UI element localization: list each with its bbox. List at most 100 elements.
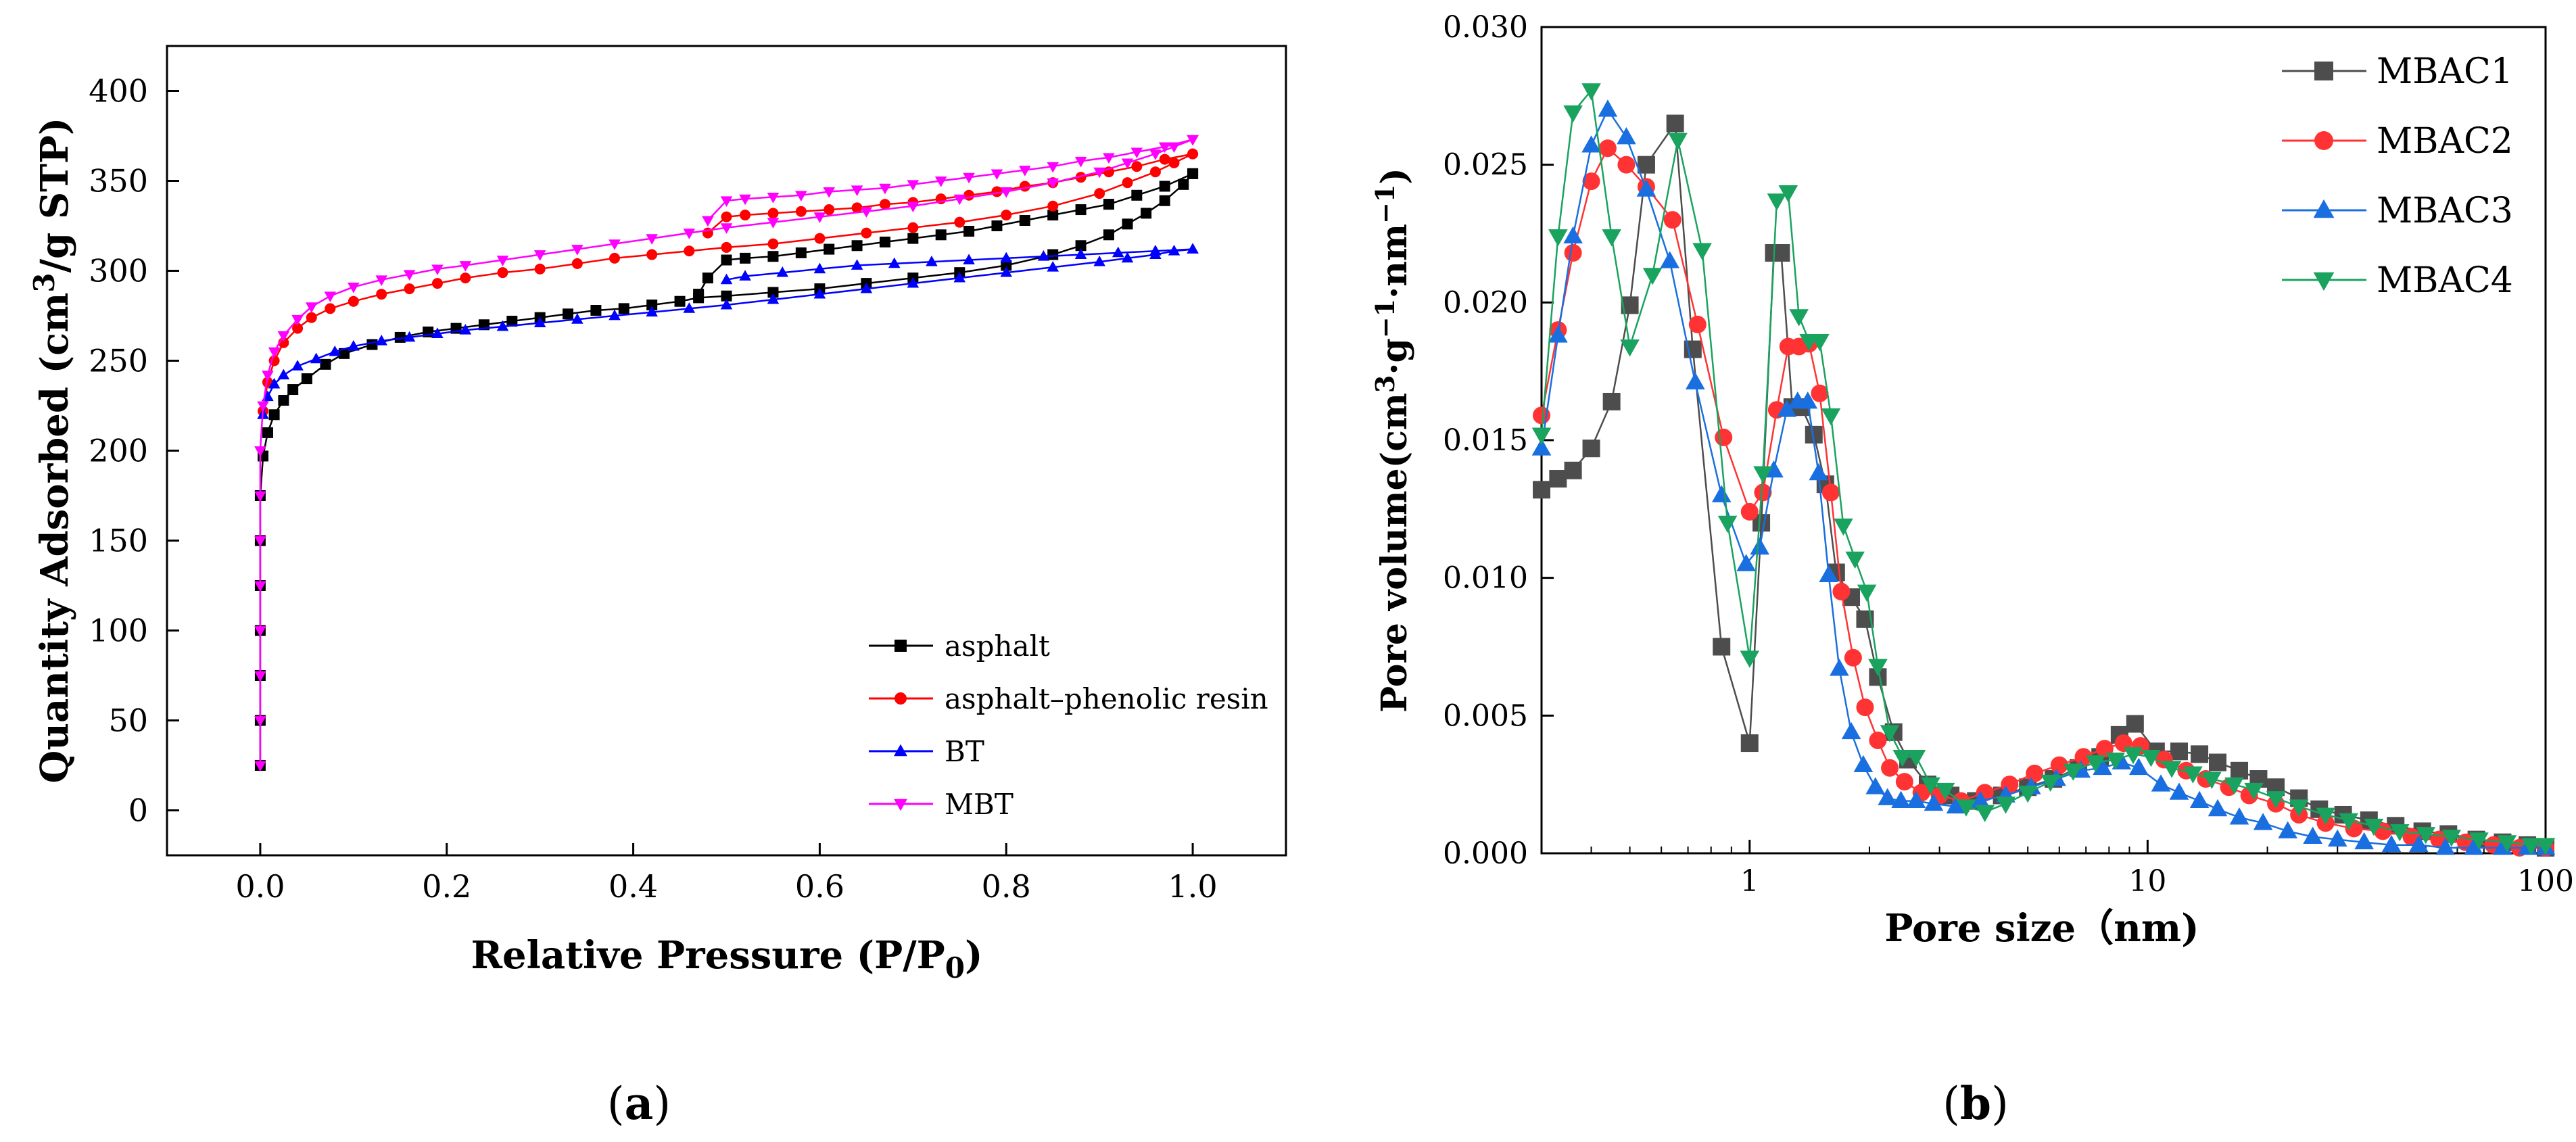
data-point	[329, 346, 341, 356]
data-point	[1740, 650, 1760, 668]
legend-label: MBT	[945, 788, 1013, 821]
legend-label: MBAC2	[2377, 121, 2513, 162]
data-point	[1531, 438, 1552, 456]
data-point	[1754, 483, 1772, 502]
data-point	[2209, 753, 2227, 771]
panel-a-series-asphalt-phenolic-resin	[258, 148, 1199, 417]
data-point	[1845, 551, 1865, 569]
data-point	[496, 256, 509, 266]
data-point	[795, 191, 807, 201]
data-point	[1159, 195, 1170, 206]
data-point	[991, 220, 1003, 231]
data-point	[292, 323, 304, 334]
data-point	[1548, 229, 1568, 247]
legend-label: BT	[945, 735, 984, 768]
panel-a-x-tick-label: 0.4	[609, 868, 658, 905]
data-point	[1809, 462, 1829, 481]
data-point	[2183, 766, 2203, 784]
data-point	[320, 358, 331, 370]
data-point	[2339, 813, 2359, 831]
data-point	[1112, 246, 1124, 258]
data-point	[1921, 777, 1940, 795]
data-point	[674, 295, 686, 307]
data-point	[1810, 333, 1830, 352]
data-point	[2289, 799, 2309, 817]
data-point	[324, 291, 337, 302]
data-point	[1000, 187, 1013, 198]
data-point	[720, 273, 733, 285]
data-point	[1750, 537, 1769, 555]
data-point	[1121, 158, 1134, 170]
data-point	[375, 275, 388, 286]
data-point	[1620, 339, 1640, 357]
data-point	[1563, 226, 1583, 243]
data-point	[2521, 838, 2541, 855]
data-point	[1778, 185, 1798, 203]
data-point	[254, 536, 266, 547]
data-point	[1946, 796, 1966, 814]
data-point	[1767, 193, 1787, 211]
data-point	[348, 283, 360, 293]
panel-a-y-tick-label: 350	[89, 163, 148, 199]
legend-label: MBAC3	[2377, 191, 2513, 231]
data-point	[814, 233, 826, 244]
legend-marker	[894, 744, 907, 757]
data-point	[325, 303, 336, 314]
data-point	[254, 761, 266, 772]
panel-b-y-tick-label: 0.025	[1443, 148, 1528, 183]
panel-a-x-tick-label: 0.6	[795, 868, 844, 905]
data-point	[1856, 698, 1874, 717]
data-point	[1617, 156, 1636, 174]
panel-a-isotherm-chart: 0.0 0.2 0.4 0.6 0.8 1.0 0 50 100 150 200 250 300 350 4…	[28, 45, 1287, 1130]
data-point	[1159, 181, 1170, 192]
data-point	[1789, 309, 1809, 327]
data-point	[1891, 790, 1911, 809]
data-point	[375, 335, 388, 346]
panel-b-series-line	[1540, 147, 2546, 849]
data-point	[1692, 243, 1712, 260]
data-point	[2224, 777, 2244, 795]
panel-a-desorption-line	[726, 248, 1193, 281]
data-point	[1149, 245, 1162, 256]
data-point	[683, 229, 696, 239]
data-point	[1740, 502, 1759, 521]
data-point	[1168, 157, 1180, 168]
data-point	[1666, 114, 1684, 133]
data-point	[254, 491, 266, 502]
data-point	[1853, 755, 1874, 773]
data-point	[1047, 178, 1059, 189]
legend-label: asphalt–phenolic resin	[945, 682, 1268, 715]
data-point	[720, 196, 733, 207]
data-point	[1717, 515, 1738, 533]
panel-b-pore-size-chart: 1 10 100 0.000 0.005 0.010 0.015 0.020 0.025 0.03…	[1370, 10, 2574, 1130]
data-point	[1598, 99, 1618, 117]
data-point	[1602, 229, 1621, 247]
data-point	[1000, 266, 1013, 277]
panel-b-x-tick-label: 1	[1740, 864, 1759, 899]
data-point	[506, 315, 518, 327]
data-point	[2497, 835, 2517, 853]
panel-a-x-tick-label: 0.8	[982, 868, 1031, 905]
data-point	[1740, 734, 1759, 753]
data-point	[1598, 139, 1617, 158]
data-point	[963, 254, 975, 264]
data-point	[394, 331, 406, 343]
panel-a-y-tick-label: 300	[89, 253, 148, 289]
data-point	[2229, 807, 2249, 825]
data-point	[1187, 168, 1199, 179]
data-point	[2416, 827, 2436, 844]
data-point	[1841, 721, 1861, 740]
data-point	[291, 314, 304, 326]
data-point	[720, 298, 733, 310]
data-point	[431, 278, 443, 289]
data-point	[1713, 638, 1731, 656]
data-point	[1075, 240, 1087, 252]
data-point	[813, 212, 826, 223]
data-point	[2189, 790, 2210, 809]
data-point	[1895, 773, 1913, 791]
data-point	[2050, 756, 2068, 774]
data-point	[963, 225, 975, 237]
data-point	[2141, 750, 2161, 767]
data-point	[739, 270, 751, 281]
